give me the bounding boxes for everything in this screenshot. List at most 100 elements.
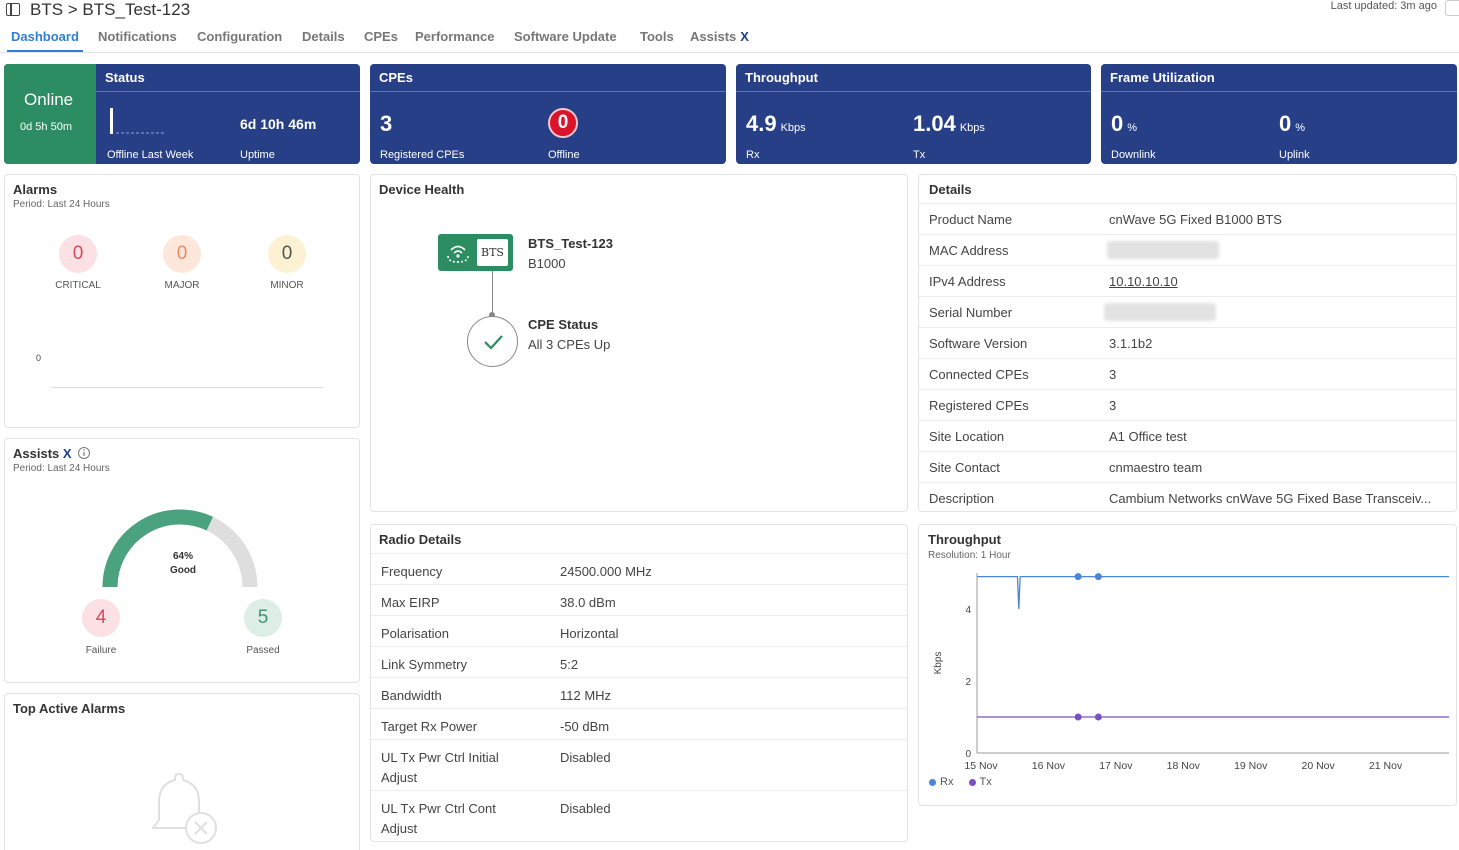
details-key: IPv4 Address [929, 274, 1006, 289]
uptime-value: 6d 10h 46m [240, 116, 317, 132]
radio-row: Frequency 24500.000 MHz [371, 553, 907, 584]
series-point-tx [1094, 713, 1102, 721]
x-tick-label: 17 Nov [1099, 760, 1133, 772]
radio-key: Polarisation [381, 626, 449, 641]
radio-row: Bandwidth 112 MHz [371, 677, 907, 708]
offline-last-week-label: Offline Last Week [107, 149, 194, 161]
tab-dashboard[interactable]: Dashboard [7, 29, 83, 52]
downlink-unit: % [1127, 122, 1138, 134]
alarms-panel: Alarms Period: Last 24 Hours 0 CRITICAL … [4, 174, 360, 428]
throughput-title: Throughput [736, 64, 1091, 92]
uplink-value: 0 [1279, 111, 1292, 136]
assists-title-group: Assists X [13, 446, 72, 461]
device-tag: BTS [476, 238, 509, 267]
breadcrumb: BTS > BTS_Test-123 [30, 0, 191, 19]
failure-count[interactable]: 4 [82, 599, 120, 637]
details-key: Product Name [929, 212, 1013, 227]
device-node[interactable]: BTS [438, 234, 513, 271]
cpe-status-text: All 3 CPEs Up [528, 337, 611, 352]
details-key: Registered CPEs [929, 398, 1029, 413]
radio-key: Bandwidth [381, 688, 442, 703]
tx-label: Tx [913, 149, 926, 161]
last-updated: Last updated: 3m ago [1330, 0, 1437, 12]
downlink-value: 0 [1111, 111, 1124, 136]
serial-number-redacted [1104, 303, 1216, 321]
major-label: MAJOR [164, 280, 200, 291]
series-point-tx [1074, 713, 1082, 721]
connector-dot [489, 312, 495, 318]
tab-assists[interactable]: Assists X [690, 29, 749, 44]
radio-row: Polarisation Horizontal [371, 615, 907, 646]
legend-tx[interactable]: Tx [968, 776, 992, 788]
tab-software-update[interactable]: Software Update [514, 29, 617, 44]
details-row: Registered CPEs 3 [919, 389, 1456, 420]
details-key: MAC Address [929, 243, 1009, 258]
tab-notifications[interactable]: Notifications [98, 29, 177, 44]
assists-period: Period: Last 24 Hours [13, 463, 110, 474]
critical-count[interactable]: 0 [59, 235, 97, 273]
frame-utilization-card: Frame Utilization 0% Downlink 0% Uplink [1101, 64, 1457, 164]
online-duration: 0d 5h 50m [20, 121, 72, 133]
details-row: IPv4 Address 10.10.10.10 [919, 265, 1456, 296]
legend-rx[interactable]: Rx [929, 776, 953, 788]
tab-details[interactable]: Details [302, 29, 345, 44]
tab-cpes[interactable]: CPEs [364, 29, 398, 44]
assists-x-logo: X [740, 29, 749, 44]
legend-tx-label: Tx [979, 776, 992, 788]
top-active-alarms-title: Top Active Alarms [13, 701, 126, 716]
cpe-status-node[interactable] [467, 316, 518, 367]
cpes-card[interactable]: CPEs 3 Registered CPEs 0 Offline [370, 64, 726, 164]
throughput-card: Throughput 4.9 Kbps Rx 1.04 Kbps Tx [736, 64, 1091, 164]
top-active-alarms-panel: Top Active Alarms [4, 693, 360, 850]
minor-count[interactable]: 0 [268, 235, 306, 273]
offline-sparkline [110, 108, 166, 134]
gauge-fill [102, 509, 213, 588]
radio-details-panel: Radio Details Frequency 24500.000 MHz Max… [370, 524, 908, 842]
critical-label: CRITICAL [55, 280, 101, 291]
radio-key: Target Rx Power [381, 719, 478, 734]
gauge-percent: 64% [172, 551, 193, 562]
series-line-rx [977, 575, 1449, 610]
ipv4-link[interactable]: 10.10.10.10 [1109, 274, 1178, 289]
refresh-button[interactable] [1445, 0, 1459, 16]
tab-configuration[interactable]: Configuration [197, 29, 283, 44]
online-indicator: Online 0d 5h 50m [4, 64, 96, 164]
radio-details-title: Radio Details [379, 532, 462, 547]
details-value: 3 [1109, 398, 1117, 413]
details-key: Connected CPEs [929, 367, 1029, 382]
assists-gauge [102, 509, 258, 588]
details-key: Description [929, 491, 995, 506]
rx-label: Rx [746, 149, 760, 161]
x-tick-label: 21 Nov [1369, 760, 1403, 772]
connector-line [492, 271, 493, 315]
details-key: Software Version [929, 336, 1028, 351]
alarms-axis-line [51, 387, 323, 388]
assists-panel: Assists X Period: Last 24 Hours 64% Good… [4, 438, 360, 683]
wireless-tower-icon [447, 245, 469, 263]
downlink-label: Downlink [1111, 149, 1156, 161]
check-icon [484, 335, 503, 350]
details-value: 3 [1109, 367, 1117, 382]
assists-title: Assists [13, 446, 60, 461]
radio-key: UL Tx Pwr Ctrl Initial Adjust [381, 750, 499, 785]
top-bar: BTS > BTS_Test-123 Last updated: 3m ago [0, 0, 1459, 22]
offline-cpes-badge: 0 [548, 108, 578, 138]
details-key: Serial Number [929, 305, 1013, 320]
details-value: cnWave 5G Fixed B1000 BTS [1109, 212, 1282, 227]
sidebar-toggle-icon[interactable] [6, 3, 20, 16]
major-count[interactable]: 0 [163, 235, 201, 273]
info-icon[interactable] [77, 446, 91, 460]
device-name[interactable]: BTS_Test-123 [528, 236, 614, 251]
x-tick-label: 18 Nov [1167, 760, 1201, 772]
details-row: Description Cambium Networks cnWave 5G Fi… [919, 482, 1456, 511]
tab-performance[interactable]: Performance [415, 29, 495, 44]
x-tick-label: 19 Nov [1234, 760, 1268, 772]
tab-tools[interactable]: Tools [640, 29, 674, 44]
passed-count[interactable]: 5 [244, 599, 282, 637]
details-row: MAC Address [919, 234, 1456, 265]
legend-rx-label: Rx [940, 776, 954, 788]
minor-label: MINOR [270, 280, 304, 291]
x-tick-label: 20 Nov [1302, 760, 1336, 772]
y-tick-label: 4 [965, 605, 971, 616]
cpes-title: CPEs [370, 64, 726, 92]
